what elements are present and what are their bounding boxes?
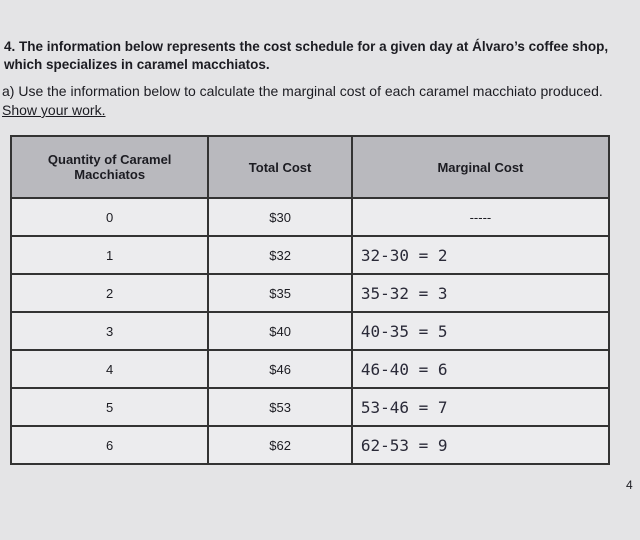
column-header: Marginal Cost: [350, 135, 611, 199]
show-work: Show your work.: [2, 102, 106, 118]
table-row: 3 $40 40-35 = 5: [9, 311, 611, 351]
marginal-cost-cell: 35-32 = 3: [350, 273, 611, 313]
marginal-cost-cell: 62-53 = 9: [350, 425, 611, 465]
table-row: 0 $30 -----: [9, 197, 611, 237]
table-row: 5 $53 53-46 = 7: [9, 387, 611, 427]
table-row: 2 $35 35-32 = 3: [9, 273, 611, 313]
table-body: 0 $30 ----- 1 $32 32-30 = 2 2 $35 35-32 = 3 3 $40 4…: [9, 197, 611, 465]
part-a-text: a) Use the information below to calculat…: [2, 83, 603, 99]
column-header: Quantity of Caramel Macchiatos: [9, 135, 210, 199]
header-row: Quantity of Caramel Macchiatos Total Cost…: [9, 135, 611, 199]
table-row: 6 $62 62-53 = 9: [9, 425, 611, 465]
marginal-cost-cell: 53-46 = 7: [350, 387, 611, 427]
quantity-cell: 3: [9, 311, 210, 351]
marginal-cost-cell: 40-35 = 5: [350, 311, 611, 351]
quantity-cell: 4: [9, 349, 210, 389]
total-cost-cell: $46: [207, 349, 353, 389]
total-cost-cell: $53: [207, 387, 353, 427]
marginal-cost-cell: 46-40 = 6: [350, 349, 611, 389]
table-row: 1 $32 32-30 = 2: [9, 235, 611, 275]
part-a: a) Use the information below to calculat…: [2, 82, 612, 120]
quantity-cell: 1: [9, 235, 210, 275]
total-cost-cell: $40: [207, 311, 353, 351]
column-header: Total Cost: [207, 135, 353, 199]
total-cost-cell: $35: [207, 273, 353, 313]
marginal-cost-cell: -----: [350, 197, 611, 237]
marginal-cost-cell: 32-30 = 2: [350, 235, 611, 275]
total-cost-cell: $30: [207, 197, 353, 237]
table-row: 4 $46 46-40 = 6: [9, 349, 611, 389]
quantity-cell: 6: [9, 425, 210, 465]
quantity-cell: 0: [9, 197, 210, 237]
quantity-cell: 5: [9, 387, 210, 427]
page-number: 4: [626, 478, 633, 492]
question: 4. The information below represents the …: [4, 39, 609, 72]
cost-table: Quantity of Caramel Macchiatos Total Cost…: [9, 135, 611, 465]
total-cost-cell: $32: [207, 235, 353, 275]
quantity-cell: 2: [9, 273, 210, 313]
total-cost-cell: $62: [207, 425, 353, 465]
